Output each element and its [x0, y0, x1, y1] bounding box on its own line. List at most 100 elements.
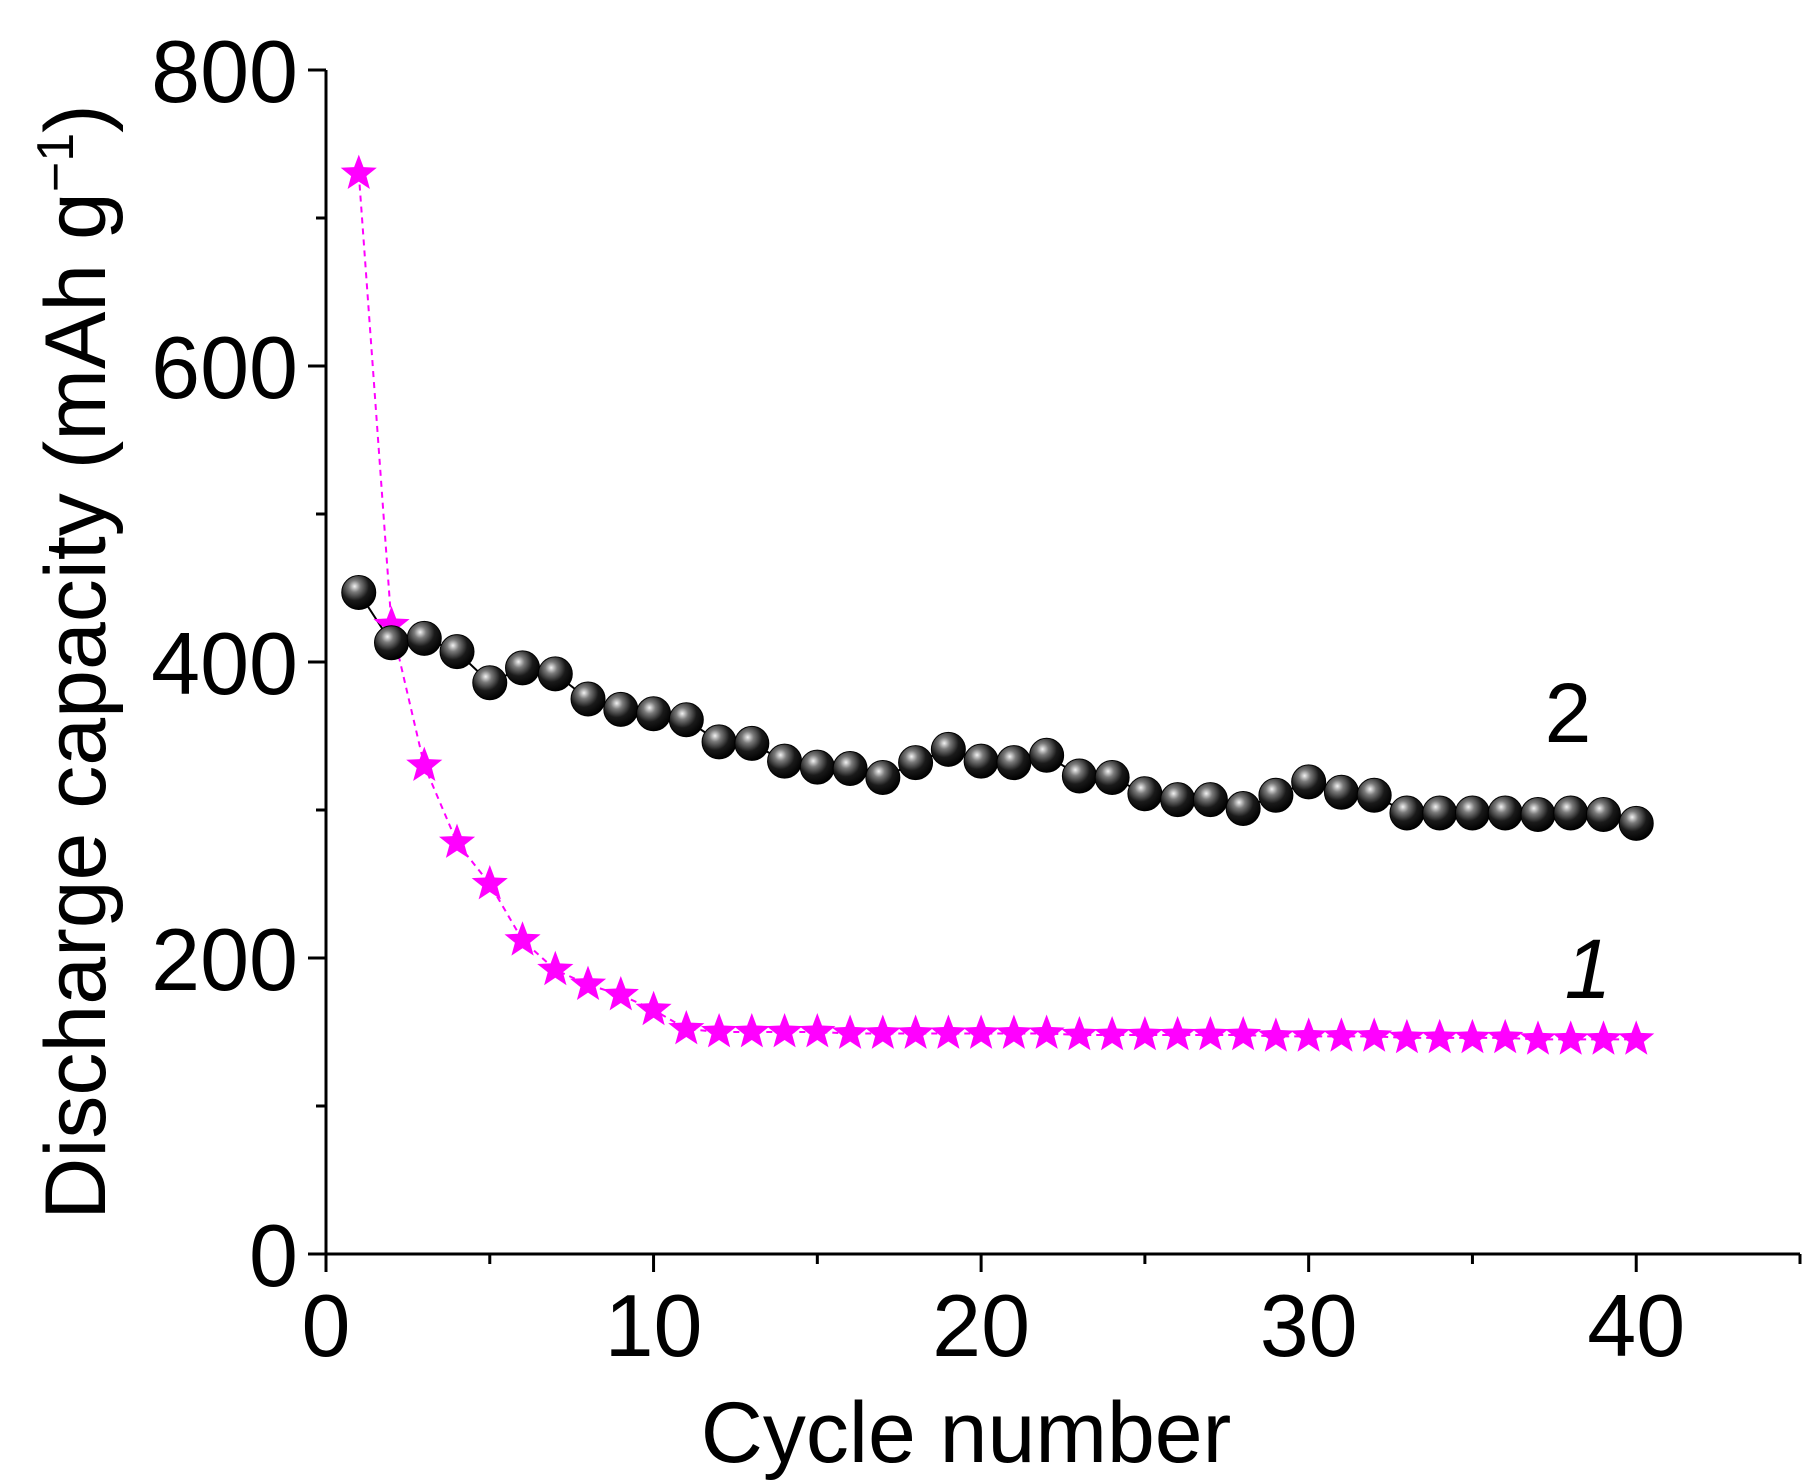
ticks [308, 68, 1802, 1272]
series-1-point [864, 1014, 901, 1049]
series-2-point [1389, 795, 1425, 831]
series-2-point [472, 665, 508, 701]
y-tick-label: 800 [151, 22, 298, 121]
series-1-point [1126, 1016, 1163, 1051]
series-2-point [1454, 795, 1490, 831]
series-2-point [1258, 777, 1294, 813]
series-2-point [898, 745, 934, 781]
series-2-line [357, 591, 1637, 825]
y-tick-label: 0 [249, 1206, 298, 1305]
series-2-point [1422, 795, 1458, 831]
series-2-point [1291, 764, 1327, 800]
series-2-point [439, 634, 475, 670]
series-1-point [1323, 1017, 1360, 1052]
series-1-point [1159, 1016, 1196, 1051]
y-tick-label: 200 [151, 910, 298, 1009]
series-2-point [832, 751, 868, 787]
series-1-point [897, 1014, 934, 1049]
series-2-point [963, 743, 999, 779]
series-1-point [1094, 1016, 1131, 1051]
series-1-point [1356, 1017, 1393, 1052]
series-1-line [357, 173, 1637, 1041]
series-1-point [1487, 1018, 1524, 1054]
series-1-point [1552, 1020, 1589, 1055]
series-2-point [1553, 795, 1589, 831]
series-2-point [1192, 782, 1228, 818]
x-tick-label: 0 [302, 1276, 351, 1375]
series-1-point [668, 1010, 705, 1045]
x-axis-title: Cycle number [701, 1385, 1232, 1481]
series-2-point [603, 691, 639, 727]
series-1-point [766, 1013, 803, 1048]
series-1-point [1421, 1018, 1458, 1054]
series-2-point [1127, 776, 1163, 812]
series-1-point [635, 990, 672, 1026]
series-2-point [636, 696, 672, 732]
series-2-point [1323, 774, 1359, 810]
series-1-point [701, 1013, 738, 1048]
series-2-point [767, 743, 803, 779]
series-2-point [1094, 759, 1130, 795]
series-2-point [1356, 777, 1392, 813]
series-1-point [733, 1013, 770, 1048]
series-1-point [1454, 1018, 1491, 1054]
series-2-point [668, 702, 704, 738]
series-markers [340, 154, 1655, 1055]
series-1-point [340, 154, 377, 189]
series-lines [357, 173, 1637, 1041]
series-1-point [1257, 1017, 1294, 1052]
x-tick-label: 20 [932, 1276, 1030, 1375]
series-1-point [1225, 1016, 1262, 1051]
series-1-point [1388, 1018, 1425, 1054]
x-tick-label: 30 [1260, 1276, 1358, 1375]
x-tick-label: 10 [605, 1276, 703, 1375]
series-2-point [930, 731, 966, 767]
series-2-point [341, 574, 377, 610]
series-2-point [1160, 782, 1196, 818]
series-2-point [701, 724, 737, 760]
series-2-point [537, 656, 573, 692]
series-1-point [1192, 1016, 1229, 1051]
series-2-point [734, 725, 770, 761]
series-2-point [1061, 758, 1097, 794]
y-axis-title-close: ) [28, 104, 124, 133]
series-2-point [996, 745, 1032, 781]
series-1-point [799, 1013, 836, 1048]
series-2-point [1520, 796, 1556, 832]
y-axis-title-sup: −1 [27, 133, 85, 192]
series-1-point [537, 950, 574, 986]
series-1-point [406, 746, 443, 781]
series-2-point [1487, 795, 1523, 831]
series-2-point [1225, 791, 1261, 827]
series-1-point [570, 965, 607, 1000]
series-1-point [930, 1014, 967, 1049]
series-2-point [570, 681, 606, 717]
series-1-point [373, 606, 410, 641]
series-1-point [439, 823, 476, 858]
series-1-point [1290, 1017, 1327, 1052]
series-label-1: 1 [1565, 922, 1612, 1016]
y-axis-title: Discharge capacity (mAh g−1) [27, 104, 124, 1220]
y-tick-label: 600 [151, 318, 298, 417]
series-1-point [1585, 1020, 1622, 1055]
series-1-point [995, 1014, 1032, 1049]
series-label-2: 2 [1545, 666, 1592, 760]
series-2-point [406, 620, 442, 656]
series-2-point [505, 650, 541, 686]
series-2-point [865, 759, 901, 795]
series-2-point [799, 749, 835, 785]
series-1-point [1061, 1016, 1098, 1051]
series-1-point [504, 921, 541, 956]
series-1-point [1519, 1020, 1556, 1055]
series-1-point [471, 865, 508, 900]
series-1-point [832, 1014, 869, 1049]
series-1-point [1618, 1020, 1655, 1055]
series-1-point [602, 976, 639, 1011]
x-tick-label: 40 [1587, 1276, 1685, 1375]
series-2-point [374, 625, 410, 661]
y-axis-title-main: Discharge capacity (mAh g [28, 192, 124, 1220]
series-2-point [1618, 805, 1654, 841]
series-1-point [963, 1014, 1000, 1049]
